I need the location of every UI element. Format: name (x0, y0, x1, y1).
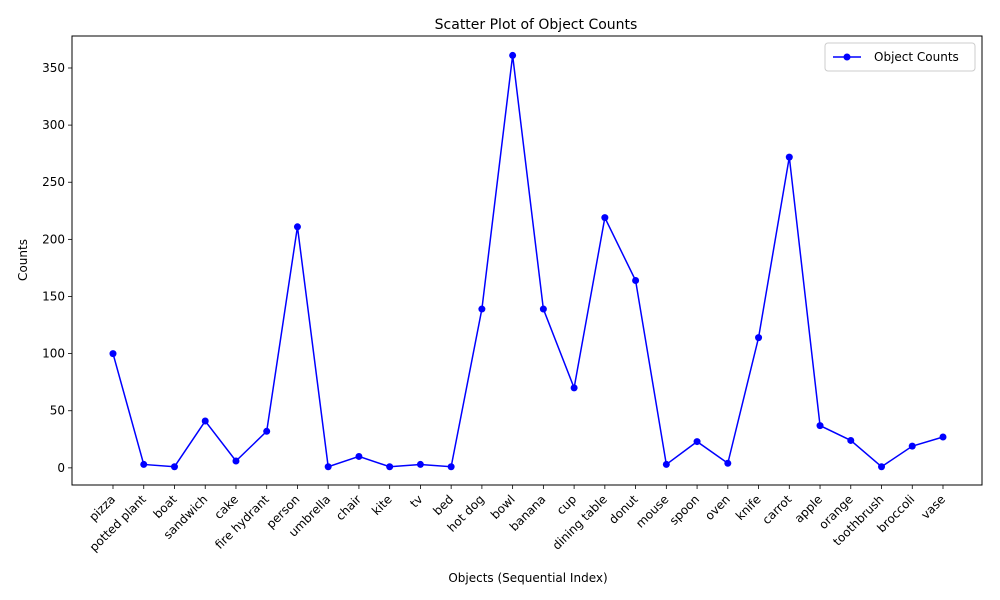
chart-title: Scatter Plot of Object Counts (435, 17, 638, 33)
data-point (263, 427, 271, 435)
x-tick-label: vase (918, 492, 948, 522)
y-tick-label: 150 (42, 289, 65, 303)
legend: Object Counts (824, 42, 976, 72)
y-tick-label: 350 (42, 61, 65, 75)
legend-marker-swatch (843, 53, 851, 61)
data-point (601, 214, 609, 222)
data-point (939, 433, 947, 441)
data-point (847, 436, 855, 444)
data-point (785, 153, 793, 161)
x-tick-label: tv (407, 492, 425, 510)
data-point (755, 334, 763, 342)
x-tick-label: bed (430, 492, 456, 518)
data-point (878, 463, 886, 471)
data-point (232, 457, 240, 465)
x-tick-label: knife (733, 492, 764, 523)
x-tick-label: chair (333, 492, 364, 523)
data-point (447, 463, 455, 471)
x-tick-label: carrot (759, 492, 794, 527)
data-point (293, 223, 301, 231)
y-tick-label: 0 (57, 461, 65, 475)
y-tick-label: 250 (42, 175, 65, 189)
data-point (386, 463, 394, 471)
data-point (539, 305, 547, 313)
data-point (816, 422, 824, 430)
data-point (109, 350, 117, 358)
data-point (509, 51, 517, 59)
data-point (693, 438, 701, 446)
x-tick-label: kite (369, 492, 395, 518)
y-tick-label: 100 (42, 347, 65, 361)
series-layer (109, 51, 947, 471)
y-tick-label: 50 (50, 404, 65, 418)
data-point (170, 463, 178, 471)
x-tick-label: cup (554, 492, 579, 517)
data-point (662, 460, 670, 468)
data-point (355, 452, 363, 460)
y-tick-label: 200 (42, 232, 65, 246)
x-axis-title: Objects (Sequential Index) (448, 571, 607, 585)
data-point (724, 459, 732, 467)
data-point (908, 442, 916, 450)
plot-area (71, 35, 983, 486)
y-axis: 0 50 100 150 200 250 300 350 (42, 61, 72, 475)
x-tick-label: spoon (667, 492, 702, 527)
x-tick-label: dining table (550, 492, 610, 552)
data-point (632, 276, 640, 284)
y-axis-title: Counts (16, 239, 30, 281)
data-point (416, 460, 424, 468)
x-tick-label: mouse (633, 492, 671, 530)
legend-label: Object Counts (874, 50, 959, 64)
data-point (324, 463, 332, 471)
y-tick-label: 300 (42, 118, 65, 132)
series-line (112, 55, 944, 468)
legend-box (824, 42, 976, 72)
data-point (478, 305, 486, 313)
data-point (570, 384, 578, 392)
data-point (201, 417, 209, 425)
data-point (140, 460, 148, 468)
x-tick-label: oven (702, 492, 733, 523)
